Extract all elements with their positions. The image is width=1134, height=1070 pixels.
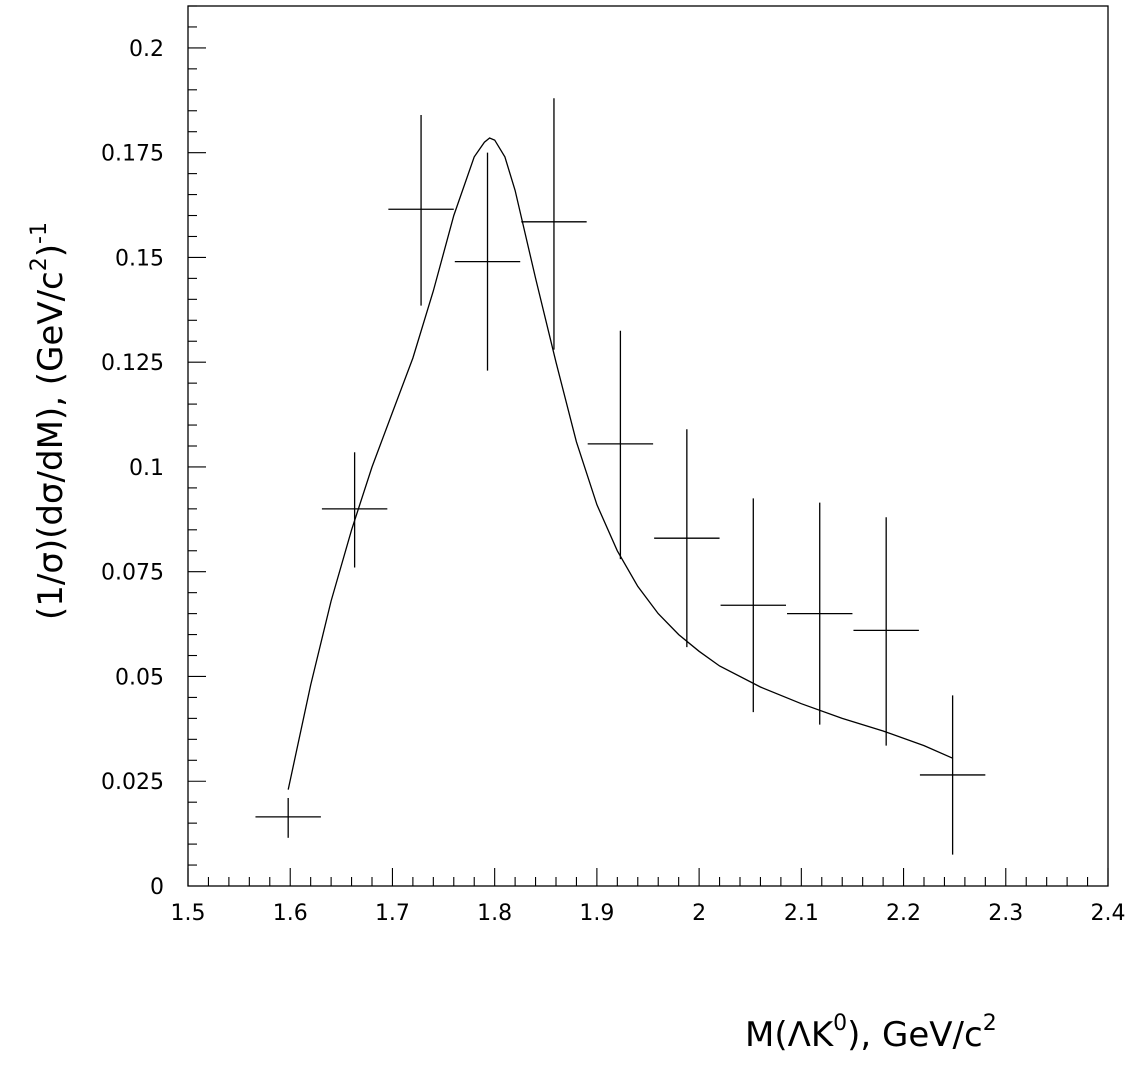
- y-tick-label: 0.125: [101, 351, 164, 376]
- y-tick-label: 0.175: [101, 142, 164, 167]
- data-point: [255, 798, 321, 838]
- x-tick-label: 2.4: [1091, 901, 1126, 926]
- data-point: [720, 498, 786, 713]
- data-point: [919, 695, 986, 855]
- x-tick-label: 2.2: [886, 901, 921, 926]
- x-axis-title: M(ΛK0), GeV/c2: [745, 1011, 997, 1055]
- x-tick-label: 2: [692, 901, 706, 926]
- y-tick-label: 0: [150, 875, 164, 900]
- x-axis-ticks: 1.5 1.6 1.7 1.8 1.9 2 2.1 2.2 2.3 2.4: [171, 868, 1126, 926]
- x-tick-label: 2.3: [988, 901, 1023, 926]
- y-axis-title: (1/σ)(dσ/dM), (GeV/c2)-1: [27, 222, 71, 620]
- data-points: [255, 98, 986, 855]
- x-tick-label: 1.5: [171, 901, 206, 926]
- y-tick-label: 0.1: [129, 456, 164, 481]
- data-point: [654, 429, 720, 648]
- data-point: [587, 330, 654, 560]
- x-tick-label: 1.6: [273, 901, 308, 926]
- x-tick-label: 1.9: [579, 901, 614, 926]
- fit-curve: [287, 137, 953, 790]
- y-tick-label: 0.05: [115, 665, 164, 690]
- data-point: [388, 114, 454, 306]
- y-tick-label: 0.15: [115, 246, 164, 271]
- x-tick-label: 1.8: [477, 901, 512, 926]
- y-tick-label: 0.025: [101, 770, 164, 795]
- x-tick-label: 2.1: [784, 901, 819, 926]
- data-point: [853, 517, 919, 746]
- plot-border: [187, 5, 1109, 887]
- plot-frame: [187, 5, 1109, 887]
- data-point: [321, 452, 388, 568]
- y-axis-ticks: 0 0.025 0.05 0.075 0.1 0.125 0.15 0.175 0.2: [101, 5, 206, 900]
- data-point: [787, 502, 853, 725]
- y-tick-label: 0.2: [129, 37, 164, 62]
- data-point: [454, 152, 521, 371]
- data-point: [521, 98, 587, 350]
- x-tick-label: 1.7: [375, 901, 410, 926]
- y-tick-label: 0.075: [101, 561, 164, 586]
